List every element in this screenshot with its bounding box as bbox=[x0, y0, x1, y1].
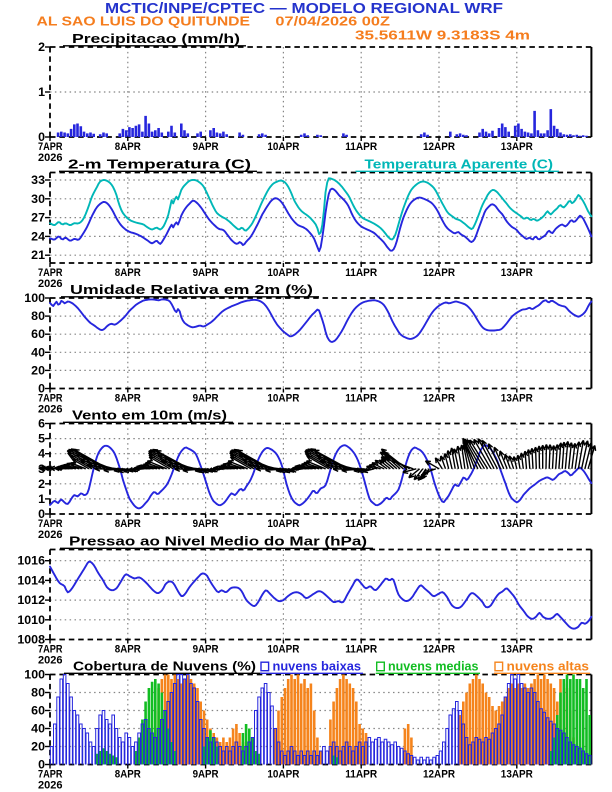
svg-text:7APR: 7APR bbox=[38, 769, 63, 781]
svg-text:9APR: 9APR bbox=[193, 141, 219, 153]
svg-text:10APR: 10APR bbox=[267, 769, 299, 781]
svg-text:8APR: 8APR bbox=[115, 393, 141, 405]
svg-text:60: 60 bbox=[31, 329, 45, 341]
svg-text:20: 20 bbox=[31, 742, 45, 754]
svg-text:13APR: 13APR bbox=[501, 267, 533, 279]
svg-text:100: 100 bbox=[24, 293, 45, 305]
svg-text:2026: 2026 bbox=[38, 529, 63, 541]
svg-text:10APR: 10APR bbox=[267, 393, 299, 405]
svg-text:9APR: 9APR bbox=[193, 518, 219, 530]
svg-text:MCTIC/INPE/CPTEC — MODELO REGI: MCTIC/INPE/CPTEC — MODELO REGIONAL WRF bbox=[105, 1, 503, 17]
svg-text:1012: 1012 bbox=[17, 595, 45, 607]
svg-text:2026: 2026 bbox=[38, 780, 63, 792]
svg-text:Cobertura de Nuvens (%): Cobertura de Nuvens (%) bbox=[73, 659, 256, 674]
svg-text:8APR: 8APR bbox=[115, 644, 141, 656]
svg-text:7APR: 7APR bbox=[38, 644, 63, 656]
svg-text:10APR: 10APR bbox=[267, 518, 299, 530]
svg-text:8APR: 8APR bbox=[115, 267, 141, 279]
svg-text:6: 6 bbox=[38, 419, 45, 431]
svg-text:10APR: 10APR bbox=[267, 267, 299, 279]
svg-text:12APR: 12APR bbox=[423, 141, 455, 153]
svg-text:30: 30 bbox=[31, 194, 45, 206]
svg-text:10APR: 10APR bbox=[267, 141, 299, 153]
svg-text:nuvens medias: nuvens medias bbox=[388, 659, 479, 674]
svg-text:Temperatura Aparente (C): Temperatura Aparente (C) bbox=[365, 157, 554, 172]
svg-text:0: 0 bbox=[38, 760, 45, 772]
svg-text:60: 60 bbox=[31, 706, 45, 718]
svg-text:4: 4 bbox=[38, 449, 46, 461]
svg-text:9APR: 9APR bbox=[193, 393, 219, 405]
svg-text:12APR: 12APR bbox=[423, 393, 455, 405]
svg-text:21: 21 bbox=[31, 250, 45, 262]
svg-text:8APR: 8APR bbox=[115, 769, 141, 781]
svg-text:11APR: 11APR bbox=[345, 141, 377, 153]
svg-text:2026: 2026 bbox=[38, 655, 63, 667]
svg-text:20: 20 bbox=[31, 365, 45, 377]
svg-text:11APR: 11APR bbox=[345, 518, 377, 530]
svg-text:7APR: 7APR bbox=[38, 141, 63, 153]
svg-text:12APR: 12APR bbox=[423, 769, 455, 781]
svg-text:8APR: 8APR bbox=[115, 141, 141, 153]
svg-text:9APR: 9APR bbox=[193, 267, 219, 279]
svg-text:1008: 1008 bbox=[17, 635, 45, 647]
svg-text:5: 5 bbox=[38, 434, 46, 446]
svg-text:Umidade Relativa em 2m (%): Umidade Relativa em 2m (%) bbox=[70, 282, 313, 297]
svg-text:11APR: 11APR bbox=[345, 393, 377, 405]
svg-text:2026: 2026 bbox=[38, 152, 63, 164]
svg-text:12APR: 12APR bbox=[423, 267, 455, 279]
svg-text:0: 0 bbox=[38, 509, 45, 521]
svg-text:100: 100 bbox=[24, 670, 45, 682]
svg-text:8APR: 8APR bbox=[115, 518, 141, 530]
svg-text:2-m Temperatura (C): 2-m Temperatura (C) bbox=[68, 157, 251, 172]
svg-text:2026: 2026 bbox=[38, 404, 63, 416]
svg-text:1: 1 bbox=[38, 494, 46, 506]
svg-text:12APR: 12APR bbox=[423, 518, 455, 530]
svg-text:1: 1 bbox=[38, 87, 46, 99]
svg-text:33: 33 bbox=[31, 175, 45, 187]
svg-text:1010: 1010 bbox=[17, 615, 45, 627]
svg-text:nuvens altas: nuvens altas bbox=[507, 659, 590, 674]
svg-text:13APR: 13APR bbox=[501, 769, 533, 781]
svg-text:2: 2 bbox=[38, 42, 45, 54]
svg-text:13APR: 13APR bbox=[501, 393, 533, 405]
svg-text:7APR: 7APR bbox=[38, 267, 63, 279]
svg-text:11APR: 11APR bbox=[345, 769, 377, 781]
svg-text:9APR: 9APR bbox=[193, 644, 219, 656]
svg-text:35.5611W 9.3183S 4m: 35.5611W 9.3183S 4m bbox=[355, 28, 530, 43]
svg-text:0: 0 bbox=[38, 132, 45, 144]
svg-text:40: 40 bbox=[31, 724, 45, 736]
svg-text:12APR: 12APR bbox=[423, 644, 455, 656]
svg-text:13APR: 13APR bbox=[501, 518, 533, 530]
svg-text:7APR: 7APR bbox=[38, 393, 63, 405]
svg-text:7APR: 7APR bbox=[38, 518, 63, 530]
svg-text:13APR: 13APR bbox=[501, 141, 533, 153]
svg-text:1016: 1016 bbox=[17, 556, 45, 568]
svg-text:11APR: 11APR bbox=[345, 644, 377, 656]
svg-text:0: 0 bbox=[38, 384, 45, 396]
svg-text:80: 80 bbox=[31, 311, 45, 323]
svg-text:40: 40 bbox=[31, 347, 45, 359]
svg-text:2026: 2026 bbox=[38, 278, 63, 290]
svg-text:80: 80 bbox=[31, 688, 45, 700]
svg-text:11APR: 11APR bbox=[345, 267, 377, 279]
svg-text:Precipitacao (mm/h): Precipitacao (mm/h) bbox=[72, 31, 240, 46]
svg-text:9APR: 9APR bbox=[193, 769, 219, 781]
svg-text:Vento em 10m (m/s): Vento em 10m (m/s) bbox=[72, 408, 227, 423]
svg-text:2: 2 bbox=[38, 479, 45, 491]
svg-text:Pressao ao Nivel Medio do Mar: Pressao ao Nivel Medio do Mar (hPa) bbox=[69, 534, 367, 549]
svg-text:10APR: 10APR bbox=[267, 644, 299, 656]
svg-text:24: 24 bbox=[31, 231, 45, 243]
svg-text:AL SAO LUIS DO QUITUNDE: AL SAO LUIS DO QUITUNDE bbox=[37, 14, 251, 29]
svg-text:07/04/2026 00Z: 07/04/2026 00Z bbox=[275, 14, 390, 29]
svg-text:nuvens baixas: nuvens baixas bbox=[273, 659, 362, 674]
svg-text:13APR: 13APR bbox=[501, 644, 533, 656]
svg-text:1014: 1014 bbox=[17, 575, 45, 587]
svg-text:27: 27 bbox=[31, 213, 45, 225]
